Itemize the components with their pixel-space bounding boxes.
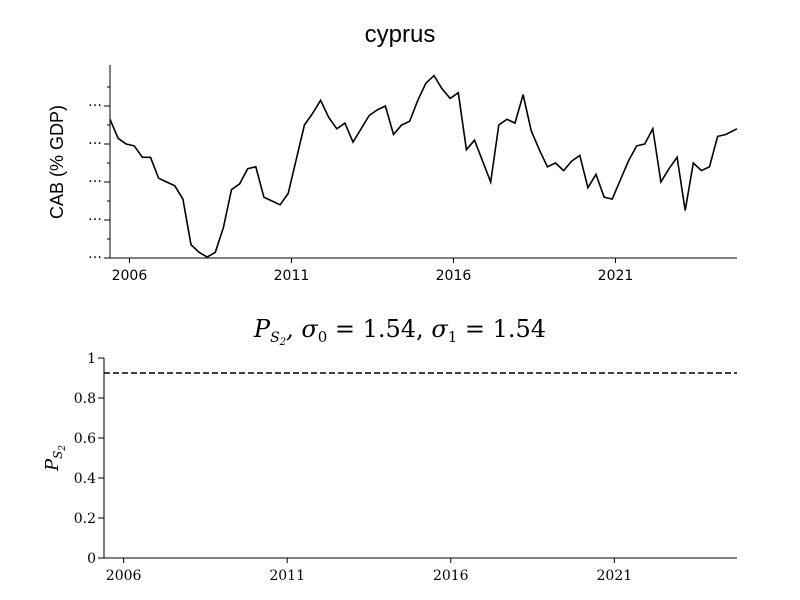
y-tick-label: 0.6 bbox=[74, 431, 96, 447]
x-tick-label: 2016 bbox=[433, 568, 469, 584]
cab-series-line bbox=[109, 74, 738, 259]
x-tick-label: 2006 bbox=[112, 268, 148, 284]
x-tick-label: 2021 bbox=[597, 568, 633, 584]
x-tick-label: 2016 bbox=[436, 268, 472, 284]
title-s-subscript: S bbox=[270, 330, 280, 346]
title-sigma0-value: = 1.54, bbox=[327, 315, 431, 343]
title-sigma1-symbol: σ bbox=[431, 315, 448, 343]
y-tick-label: 0.4 bbox=[74, 471, 96, 487]
probability-chart: PS2, σ0 = 1.54, σ1 = 1.54 PS2 2006 2011 20… bbox=[42, 315, 737, 584]
title-sigma1-subscript: 1 bbox=[448, 328, 458, 346]
cab-chart-y-axis-label: CAB (% GDP) bbox=[47, 105, 67, 219]
probability-chart-title: PS2, σ0 = 1.54, σ1 = 1.54 bbox=[253, 315, 546, 348]
x-tick-label: 2021 bbox=[598, 268, 634, 284]
cab-chart-title: cyprus bbox=[365, 21, 436, 48]
y-tick-label: … bbox=[88, 132, 102, 148]
title-separator: , bbox=[286, 315, 301, 343]
y-tick-label: 0 bbox=[87, 551, 96, 567]
title-2-subscript: 2 bbox=[279, 337, 286, 348]
y-tick-label: … bbox=[88, 246, 102, 262]
x-tick-label: 2011 bbox=[274, 268, 310, 284]
title-p-symbol: P bbox=[253, 315, 271, 343]
title-sigma0-symbol: σ bbox=[301, 315, 318, 343]
probability-chart-y-ticks: 0 0.2 0.4 0.6 0.8 1 bbox=[74, 351, 104, 567]
x-tick-label: 2006 bbox=[106, 568, 142, 584]
y-tick-label: 0.2 bbox=[74, 511, 96, 527]
ylabel-p-symbol: P bbox=[42, 458, 63, 472]
ylabel-2-subscript: 2 bbox=[58, 445, 68, 452]
cab-chart: cyprus CAB (% GDP) 2006 2011 2016 2021 …………… bbox=[47, 21, 738, 284]
y-tick-label: … bbox=[88, 208, 102, 224]
title-sigma1-value: = 1.54 bbox=[457, 315, 546, 343]
cab-chart-x-ticks: 2006 2011 2016 2021 bbox=[112, 258, 634, 284]
y-tick-label: 1 bbox=[87, 351, 96, 367]
x-tick-label: 2011 bbox=[269, 568, 305, 584]
y-tick-label: … bbox=[88, 94, 102, 110]
title-sigma0-subscript: 0 bbox=[318, 328, 328, 346]
cab-chart-y-ticks: … … … … … bbox=[88, 86, 110, 262]
probability-chart-y-axis-label: PS2 bbox=[42, 445, 68, 472]
y-tick-label: … bbox=[88, 170, 102, 186]
ylabel-s-subscript: S bbox=[51, 451, 65, 459]
y-tick-label: 0.8 bbox=[74, 391, 96, 407]
probability-chart-x-ticks: 2006 2011 2016 2021 bbox=[106, 558, 632, 584]
